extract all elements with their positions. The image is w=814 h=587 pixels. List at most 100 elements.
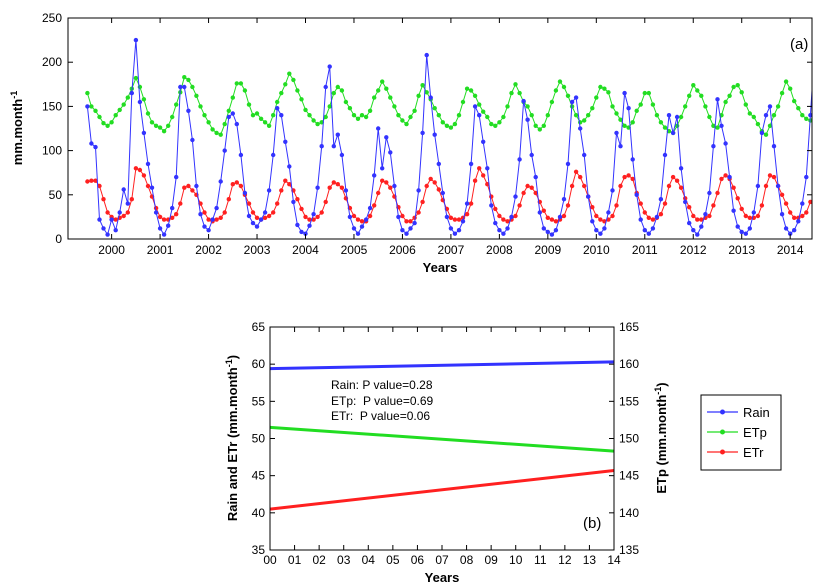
data-point-rain (121, 187, 126, 192)
data-point-etr (501, 217, 506, 222)
data-point-rain (561, 197, 567, 202)
data-point-etp (747, 111, 752, 116)
data-point-etp (153, 123, 159, 128)
panel-b-x-tick-label: 09 (484, 553, 498, 567)
legend-marker-rain (720, 409, 725, 415)
panel-b-left-y-axis-label: Rain and ETr (mm.month-1) (224, 355, 240, 521)
data-point-etr (719, 176, 724, 182)
data-point-etr (626, 173, 631, 178)
data-point-etp (468, 88, 474, 93)
data-point-etr (331, 180, 336, 185)
panel-a-x-tick-label: 2008 (486, 243, 513, 257)
data-point-etr (573, 169, 579, 174)
data-point-etr (674, 178, 680, 183)
data-point-etr (202, 210, 207, 215)
data-point-rain (186, 108, 191, 114)
data-point-rain (614, 130, 619, 136)
data-point-rain (416, 188, 421, 193)
panel-b-right-y-tick-label: 145 (619, 469, 639, 483)
trend-line-etp (269, 425, 615, 453)
panel-a-x-tick-label: 2013 (728, 243, 755, 257)
data-point-etr (767, 173, 773, 178)
data-point-etr (525, 183, 530, 189)
data-point-rain (428, 95, 433, 100)
data-point-rain (771, 144, 777, 149)
data-point-etp (783, 79, 789, 84)
data-point-rain (529, 152, 534, 158)
data-point-etp (610, 104, 615, 109)
data-point-rain (113, 228, 118, 233)
data-point-rain (590, 219, 595, 224)
data-point-rain (307, 223, 312, 228)
data-point-etp (650, 102, 656, 107)
data-point-etp (602, 86, 607, 91)
data-point-etp (424, 90, 429, 95)
data-point-rain (456, 228, 462, 233)
data-point-rain (638, 217, 643, 222)
data-point-rain (400, 228, 405, 233)
data-point-etp (161, 129, 167, 134)
data-point-etr (650, 217, 656, 222)
panel-b-right-y-tick-label: 155 (619, 394, 639, 408)
data-point-rain (125, 201, 130, 206)
data-point-rain (291, 199, 296, 205)
data-point-etp (335, 84, 340, 90)
data-point-rain (521, 98, 526, 104)
panel-b-label: (b) (583, 515, 601, 532)
data-point-etr (384, 180, 389, 185)
panel-b-left-y-tick-label: 40 (252, 506, 266, 520)
data-point-rain (723, 141, 728, 146)
data-point-rain (464, 201, 470, 206)
data-point-etr (246, 201, 252, 206)
data-point-etp (800, 113, 805, 118)
data-point-rain (735, 224, 740, 229)
data-point-etr (691, 213, 696, 219)
data-point-etp (565, 93, 571, 99)
data-point-rain (214, 205, 219, 211)
data-point-etr (145, 183, 151, 189)
data-point-etr (545, 215, 550, 220)
data-point-etp (226, 108, 231, 114)
panel-b-x-tick-label: 06 (411, 553, 425, 567)
data-point-rain (311, 212, 316, 217)
data-point-etr (97, 183, 102, 189)
data-point-etp (767, 123, 773, 128)
data-point-etp (262, 120, 268, 125)
data-point-etp (327, 104, 332, 109)
data-point-etp (509, 90, 514, 96)
data-point-etp (561, 84, 567, 90)
data-point-etr (137, 167, 143, 173)
data-point-rain (731, 208, 736, 213)
data-point-etp (662, 125, 668, 130)
data-point-etr (670, 174, 676, 180)
data-point-rain (493, 220, 498, 226)
data-point-etr (521, 190, 526, 196)
data-point-rain (497, 228, 502, 233)
data-point-etr (658, 212, 664, 217)
data-point-rain (194, 183, 199, 189)
data-point-rain (161, 232, 167, 237)
data-point-etr (779, 192, 785, 197)
panel-a-x-tick-label: 2004 (292, 243, 319, 257)
panel-b-x-tick-label: 14 (607, 553, 621, 567)
data-point-rain (739, 229, 744, 235)
data-point-etp (392, 104, 397, 109)
data-point-rain (315, 185, 320, 190)
data-point-etr (250, 210, 256, 215)
data-point-etr (323, 199, 328, 205)
data-point-etr (266, 213, 272, 219)
data-point-etr (695, 217, 700, 222)
data-point-etp (594, 95, 599, 100)
panel-b-right-y-axis-label-text: ETp (mm.month (654, 395, 669, 494)
data-point-rain (642, 228, 647, 233)
data-point-etp (214, 130, 219, 136)
panel-b-left-y-tick-label: 65 (252, 320, 266, 334)
data-point-rain (141, 130, 147, 136)
data-point-rain (319, 144, 324, 149)
data-point-etr (618, 183, 623, 189)
data-point-etp (117, 107, 122, 113)
data-point-etr (339, 185, 345, 190)
data-point-rain (271, 152, 276, 158)
data-point-etp (573, 113, 579, 118)
data-point-etp (376, 88, 381, 93)
